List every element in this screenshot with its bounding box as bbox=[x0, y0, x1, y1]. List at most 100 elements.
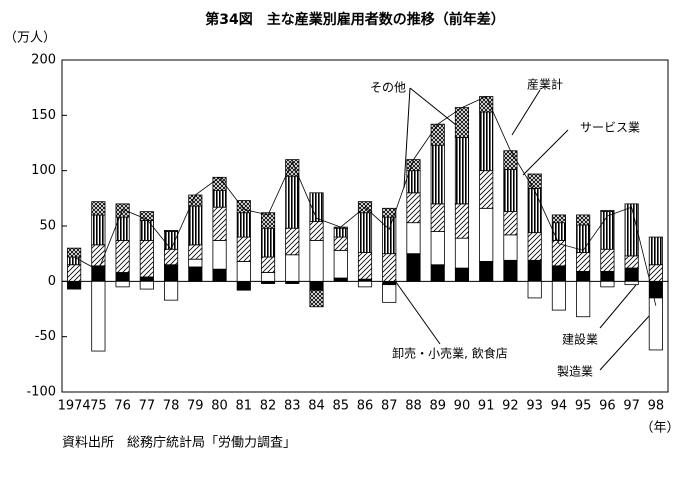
x-tick-label: 94 bbox=[551, 399, 568, 414]
bar-segment bbox=[624, 255, 639, 269]
bar-segment bbox=[382, 284, 397, 303]
bar-segment bbox=[333, 227, 348, 238]
bar-segment bbox=[309, 192, 324, 222]
y-tick-label: 200 bbox=[31, 53, 56, 68]
series-label: 建設業 bbox=[562, 332, 598, 347]
x-tick-label: 1974 bbox=[58, 399, 91, 414]
bar-segment bbox=[382, 216, 397, 255]
x-tick-label: 92 bbox=[502, 399, 519, 414]
x-tick-label: 78 bbox=[163, 399, 180, 414]
series-label: 卸売・小売業, 飲食店 bbox=[392, 346, 508, 361]
x-tick-label: 97 bbox=[623, 399, 640, 414]
x-tick-label: 82 bbox=[260, 399, 277, 414]
bar-segment bbox=[479, 111, 494, 172]
bar-segment bbox=[357, 212, 373, 253]
y-unit: （万人） bbox=[4, 31, 56, 46]
x-tick-label: 85 bbox=[332, 399, 349, 414]
bar-segment bbox=[430, 203, 445, 232]
x-tick-label: 95 bbox=[575, 399, 592, 414]
bar-segment bbox=[236, 236, 251, 262]
bar-segment bbox=[91, 280, 106, 352]
bar-segment bbox=[67, 280, 82, 290]
bar-segment bbox=[139, 239, 154, 278]
y-tick-label: 100 bbox=[31, 163, 56, 178]
x-tick-label: 76 bbox=[114, 399, 131, 414]
bar-segment bbox=[357, 280, 373, 288]
bar-segment bbox=[527, 280, 542, 299]
bar-segment bbox=[91, 201, 106, 216]
bar-segment bbox=[503, 150, 518, 170]
x-tick-label: 77 bbox=[139, 399, 156, 414]
bar-segment bbox=[309, 289, 324, 308]
bar-segment bbox=[164, 280, 179, 301]
bar-segment bbox=[285, 227, 300, 256]
x-unit: （年） bbox=[640, 421, 679, 436]
bar-segment bbox=[188, 194, 203, 207]
bar-segment bbox=[454, 267, 470, 282]
bar-segment bbox=[333, 236, 348, 251]
series-label: 製造業 bbox=[557, 365, 593, 379]
bar-segment bbox=[236, 212, 251, 238]
bar-segment bbox=[454, 203, 470, 239]
y-tick-label: 50 bbox=[39, 219, 56, 234]
bar-segment bbox=[115, 239, 130, 273]
x-tick-label: 83 bbox=[284, 399, 301, 414]
bar-segment bbox=[164, 248, 179, 266]
bar-segment bbox=[333, 249, 348, 279]
bar-segment bbox=[212, 206, 227, 241]
bar-segment bbox=[551, 239, 566, 267]
bar-segment bbox=[188, 205, 203, 246]
x-tick-label: 91 bbox=[478, 399, 495, 414]
bar-segment bbox=[551, 280, 566, 311]
bar-segment bbox=[576, 214, 591, 226]
bar-segment bbox=[503, 259, 518, 282]
x-tick-label: 80 bbox=[211, 399, 228, 414]
bar-segment bbox=[527, 173, 542, 189]
bar-segment bbox=[503, 211, 518, 236]
bar-segment bbox=[115, 203, 130, 218]
bar-segment bbox=[600, 280, 615, 288]
bar-segment bbox=[648, 297, 663, 351]
chart-title: 第34図 主な産業別雇用者数の推移（前年差） bbox=[205, 11, 504, 28]
bar-segment bbox=[576, 224, 591, 253]
bar-segment bbox=[309, 221, 324, 241]
bar-segment bbox=[454, 107, 470, 138]
bar-segment bbox=[454, 137, 470, 205]
bar-segment bbox=[285, 159, 300, 177]
y-tick-label: -100 bbox=[26, 385, 56, 400]
x-tick-label: 96 bbox=[599, 399, 616, 414]
bar-segment bbox=[139, 220, 154, 241]
bar-segment bbox=[212, 239, 227, 270]
y-tick-label: 0 bbox=[48, 274, 56, 289]
bar-segment bbox=[164, 264, 179, 282]
bar-segment bbox=[260, 227, 276, 258]
bar-segment bbox=[600, 270, 615, 282]
bar-segment bbox=[551, 214, 566, 224]
bar-segment bbox=[454, 237, 470, 269]
bar-segment bbox=[139, 211, 154, 221]
y-tick-label: -50 bbox=[35, 329, 56, 344]
bar-segment bbox=[357, 252, 373, 280]
x-tick-label: 90 bbox=[454, 399, 471, 414]
source: 資料出所 総務庁統計局「労働力調査」 bbox=[62, 435, 296, 451]
bar-segment bbox=[309, 280, 324, 291]
bar-segment bbox=[624, 203, 639, 257]
x-tick-label: 79 bbox=[187, 399, 204, 414]
total-label: 産業計 bbox=[527, 77, 563, 92]
bar-segment bbox=[115, 280, 130, 288]
bar-segment bbox=[164, 231, 179, 250]
bar-segment bbox=[67, 256, 82, 266]
bar-segment bbox=[91, 214, 106, 246]
bar-segment bbox=[600, 210, 615, 213]
bar-segment bbox=[139, 280, 154, 290]
bar-segment bbox=[164, 230, 179, 232]
bar-segment bbox=[576, 252, 591, 272]
bar-segment bbox=[260, 272, 276, 282]
bar-segment bbox=[212, 268, 227, 282]
x-tick-label: 98 bbox=[648, 399, 665, 414]
bar-segment bbox=[406, 222, 421, 255]
bar-segment bbox=[333, 277, 348, 282]
x-tick-label: 81 bbox=[236, 399, 253, 414]
bar-segment bbox=[624, 267, 639, 282]
